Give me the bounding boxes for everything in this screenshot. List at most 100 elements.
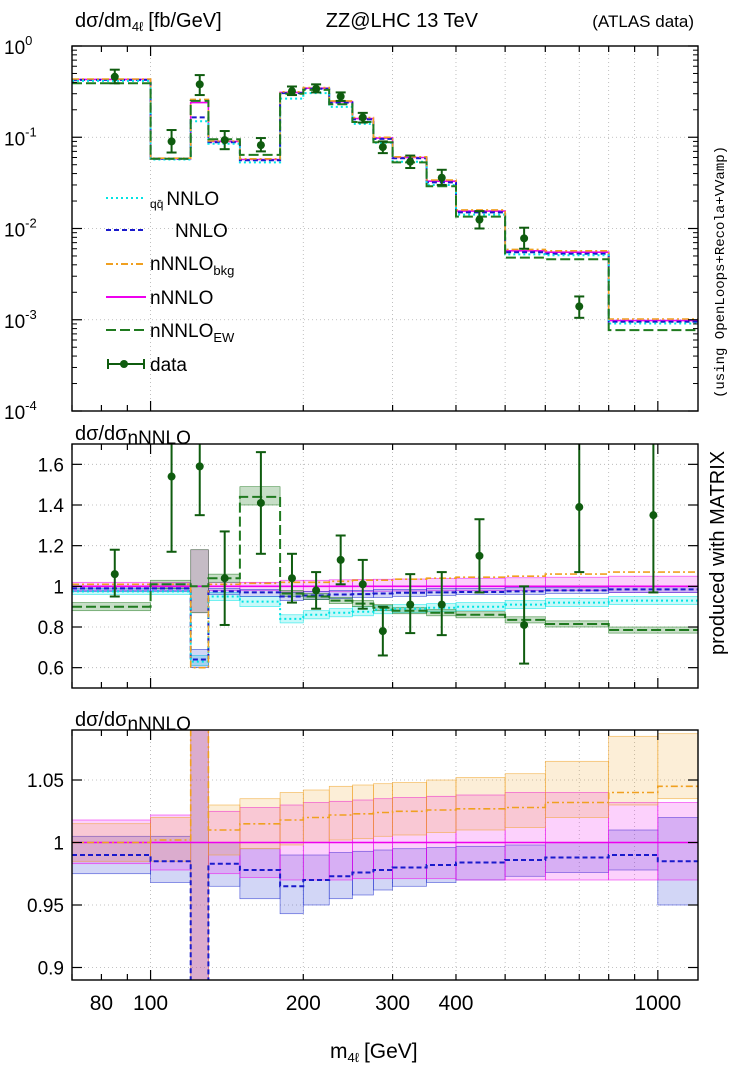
- panel-frame: [71, 729, 699, 981]
- data-point: [219, 530, 230, 626]
- plot-area-ratio2: [72, 730, 698, 980]
- x-tick-label: 300: [375, 992, 410, 1015]
- y-tick-label: 1: [53, 834, 64, 855]
- x-tick-label: 200: [286, 992, 321, 1015]
- y-tick-label: 1.05: [27, 771, 64, 792]
- data-point: [194, 444, 205, 517]
- legend-swatch-data: [107, 359, 145, 369]
- y-tick-label: 1: [53, 577, 64, 598]
- series-nnnlo-ew: [72, 495, 698, 631]
- data-point: [474, 518, 485, 594]
- legend-label-nnnlo-bkg: nNNLObkg: [150, 254, 234, 278]
- main-ylabel: dσ/dm4ℓ [fb/GeV]: [75, 10, 222, 34]
- data-point: [311, 571, 322, 610]
- band-bin: [302, 789, 330, 843]
- band-bin: [190, 549, 209, 614]
- ratio2-ylabel: dσ/dσnNNLO: [75, 709, 191, 735]
- y-tick-label: 10-1: [4, 124, 37, 150]
- data-point: [166, 444, 177, 553]
- x-tick-label: 1000: [634, 992, 681, 1015]
- data-point: [194, 74, 205, 97]
- legend: qq̄ NNLO NNLO nNNLObkg nNNLO nNNLOEW data: [106, 189, 235, 376]
- plot-area-main: [72, 68, 698, 332]
- band-bin: [544, 760, 609, 818]
- legend-label-qqnnlo: qq̄ NNLO: [150, 189, 219, 211]
- data-point: [648, 444, 659, 594]
- band-bin: [608, 802, 659, 881]
- series-nnnlo-bkg: [72, 571, 698, 669]
- x-tick-label: 80: [90, 992, 113, 1015]
- band-bin: [328, 785, 353, 841]
- band-bin: [239, 596, 281, 607]
- band-bin: [608, 735, 659, 806]
- y-tick-label: 10-4: [4, 398, 37, 424]
- x-tick-label: 400: [438, 992, 473, 1015]
- band-bin: [352, 784, 374, 840]
- panel-main: 100 10-1 10-2 10-3 10-4: [4, 33, 699, 424]
- band-bin: [150, 835, 192, 883]
- data-point: [335, 91, 346, 102]
- band-bin: [455, 777, 506, 831]
- data-point: [166, 129, 177, 154]
- y-tick-label: 0.8: [38, 618, 64, 639]
- panel-frame: [71, 443, 699, 689]
- y-tick-label: 10-3: [4, 307, 37, 333]
- data-point: [255, 451, 266, 555]
- data-point: [474, 210, 485, 230]
- band-bin: [373, 783, 393, 837]
- band-bin: [190, 730, 209, 980]
- y-tick-label: 0.95: [27, 896, 64, 917]
- data-point: [436, 168, 447, 186]
- side-note: (using OpenLoops+Recola+VVamp): [713, 146, 729, 398]
- y-tick-label: 0.9: [38, 959, 64, 980]
- data-point: [109, 548, 120, 598]
- data-point: [109, 68, 120, 85]
- band-bin: [657, 733, 698, 800]
- x-axis-label: m4ℓ [GeV]: [330, 1040, 418, 1065]
- band-nnnlo: [72, 730, 698, 980]
- band-bin: [392, 782, 427, 836]
- data-point: [357, 558, 368, 610]
- y-tick-label: 100: [4, 33, 32, 59]
- chart-title: ZZ@LHC 13 TeV: [326, 10, 479, 32]
- band-bin: [608, 829, 659, 871]
- data-point: [255, 137, 266, 153]
- side-label: produced with MATRIX: [707, 451, 729, 655]
- series-nnnlo-bkg: [72, 730, 698, 844]
- data-point: [519, 226, 530, 250]
- x-tick-label: 100: [133, 992, 168, 1015]
- data-point: [405, 573, 416, 635]
- y-tick-label: 1.6: [38, 455, 64, 476]
- data-point: [286, 85, 297, 97]
- panel-ratio1: 1.6 1.4 1.2 1 0.8 0.6: [38, 443, 699, 689]
- ratio1-ylabel: dσ/dσnNNLO: [75, 423, 191, 449]
- data-point: [574, 295, 585, 319]
- band-bin: [426, 779, 457, 833]
- band-bin: [279, 792, 304, 846]
- band-bin: [504, 773, 546, 828]
- band-bin: [544, 792, 609, 881]
- data-point: [436, 571, 447, 637]
- band-bin: [72, 602, 151, 612]
- data-point: [311, 83, 322, 94]
- legend-label-data: data: [150, 355, 187, 376]
- y-tick-label: 10-2: [4, 216, 37, 242]
- data-point: [377, 605, 388, 657]
- legend-label-nnlo: NNLO: [175, 221, 228, 242]
- legend-label-nnnlo-ew: nNNLOEW: [150, 321, 235, 345]
- data-point: [357, 111, 368, 124]
- chart-title-note: (ATLAS data): [592, 12, 694, 31]
- plot-area-ratio1: [72, 444, 698, 669]
- data-point: [377, 140, 388, 155]
- y-tick-label: 1.4: [38, 496, 65, 517]
- series-nnnlo-ew: [72, 82, 698, 332]
- data-point: [405, 154, 416, 170]
- data-point: [219, 130, 230, 151]
- band-bin: [657, 802, 698, 881]
- y-tick-label: 0.6: [38, 659, 64, 680]
- series-nnlo: [72, 854, 698, 980]
- data-point: [286, 552, 297, 604]
- legend-label-nnnlo: nNNLO: [150, 288, 213, 309]
- data-point: [574, 444, 585, 574]
